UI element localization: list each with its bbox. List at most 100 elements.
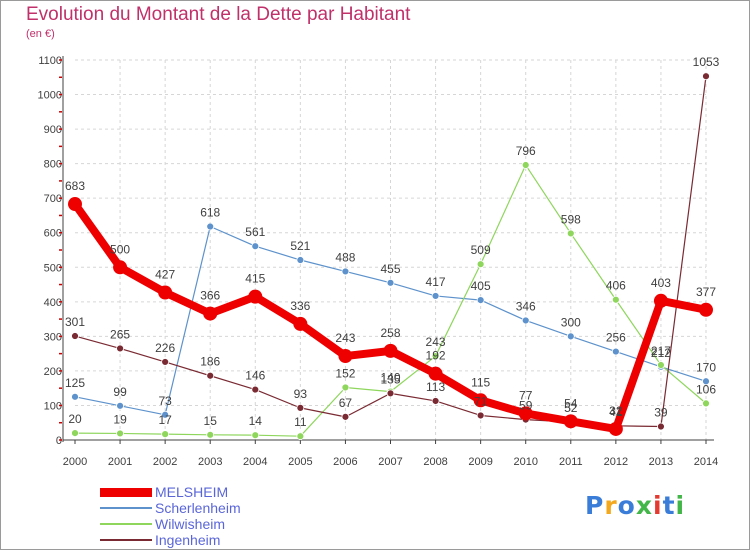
data-point-scherlenheim <box>566 332 575 341</box>
data-label-wilwisheim: 11 <box>294 415 307 429</box>
chart-title: Evolution du Montant de la Dette par Hab… <box>26 4 411 25</box>
data-point-melsheim <box>518 406 533 421</box>
x-tick-label: 2004 <box>243 456 267 468</box>
data-label-melsheim: 54 <box>564 396 578 410</box>
data-label-wilwisheim: 17 <box>158 413 172 427</box>
data-label-melsheim: 336 <box>290 299 310 313</box>
data-point-scherlenheim <box>251 242 260 251</box>
data-point-wilwisheim <box>611 295 620 304</box>
y-tick-label: 400 <box>44 297 62 309</box>
data-label-ingenheim: 67 <box>339 396 353 410</box>
data-label-wilwisheim: 152 <box>335 366 355 380</box>
data-point-wilwisheim <box>116 429 124 438</box>
data-point-melsheim <box>563 414 578 429</box>
data-label-scherlenheim: 170 <box>696 360 716 374</box>
data-label-ingenheim: 226 <box>155 341 175 355</box>
data-point-wilwisheim <box>206 430 215 439</box>
data-point-melsheim <box>203 306 218 321</box>
data-label-scherlenheim: 346 <box>516 299 536 313</box>
data-point-wilwisheim <box>431 352 440 360</box>
data-point-scherlenheim <box>386 278 395 287</box>
data-label-scherlenheim: 521 <box>290 239 310 253</box>
x-tick-label: 2013 <box>649 456 673 468</box>
data-label-scherlenheim: 125 <box>65 376 85 390</box>
data-point-wilwisheim <box>476 260 485 269</box>
legend-label-ingenheim: Ingenheim <box>155 532 221 548</box>
data-label-wilwisheim: 217 <box>651 344 671 358</box>
legend-item-scherlenheim[interactable]: Scherlenheim <box>100 500 340 516</box>
data-label-wilwisheim: 796 <box>516 144 536 158</box>
data-point-melsheim <box>158 285 173 300</box>
data-point-scherlenheim <box>476 296 485 304</box>
data-label-ingenheim: 1053 <box>693 55 720 69</box>
chart-legend: MELSHEIM Scherlenheim Wilwisheim Ingenhe… <box>100 484 340 548</box>
data-label-scherlenheim: 417 <box>426 275 446 289</box>
data-label-wilwisheim: 243 <box>426 335 446 349</box>
data-point-melsheim <box>383 343 398 358</box>
data-label-ingenheim: 41 <box>609 405 623 419</box>
data-label-ingenheim: 113 <box>426 380 445 394</box>
x-tick-label: 2000 <box>63 456 87 468</box>
x-tick-label: 2006 <box>333 456 357 468</box>
logo-letter: x <box>635 491 653 520</box>
x-tick-label: 2009 <box>468 456 492 468</box>
data-point-ingenheim <box>386 389 395 398</box>
data-point-melsheim <box>653 293 668 308</box>
x-tick-label: 2005 <box>288 456 312 468</box>
data-label-ingenheim: 52 <box>564 401 578 415</box>
y-tick-label: 100 <box>44 400 62 412</box>
data-label-scherlenheim: 488 <box>335 250 355 264</box>
data-point-scherlenheim <box>431 292 440 300</box>
data-label-scherlenheim: 561 <box>245 225 265 239</box>
data-point-melsheim <box>608 421 623 436</box>
data-point-ingenheim <box>702 72 710 81</box>
legend-item-ingenheim[interactable]: Ingenheim <box>100 532 340 548</box>
legend-item-wilwisheim[interactable]: Wilwisheim <box>100 516 340 532</box>
y-tick-label: 300 <box>44 331 62 343</box>
data-label-ingenheim: 93 <box>294 387 308 401</box>
data-point-wilwisheim <box>71 429 79 437</box>
data-label-scherlenheim: 618 <box>200 206 220 220</box>
legend-swatch-melsheim <box>100 488 152 497</box>
data-point-melsheim <box>428 366 443 381</box>
legend-label-melsheim: MELSHEIM <box>155 484 229 500</box>
data-point-wilwisheim <box>566 229 575 238</box>
data-label-melsheim: 500 <box>110 242 130 256</box>
data-point-scherlenheim <box>296 256 305 264</box>
data-point-wilwisheim <box>657 361 665 369</box>
data-label-scherlenheim: 73 <box>158 394 172 408</box>
data-label-ingenheim: 59 <box>519 399 533 413</box>
data-label-ingenheim: 146 <box>245 369 265 383</box>
data-point-melsheim <box>293 316 308 331</box>
data-label-scherlenheim: 405 <box>471 279 491 293</box>
data-point-melsheim <box>248 289 263 304</box>
data-point-ingenheim <box>657 422 665 431</box>
data-label-melsheim: 77 <box>519 388 533 402</box>
data-point-ingenheim <box>206 371 215 380</box>
data-point-scherlenheim <box>611 347 620 356</box>
data-point-wilwisheim <box>296 432 305 441</box>
data-point-melsheim <box>338 349 353 364</box>
logo-letter: P <box>585 491 605 520</box>
x-tick-label: 2011 <box>559 456 583 468</box>
data-point-melsheim <box>473 393 488 408</box>
data-point-wilwisheim <box>341 383 350 392</box>
x-tick-label: 2007 <box>378 456 402 468</box>
data-label-melsheim: 403 <box>651 276 671 290</box>
proxiti-logo: Proxiti <box>585 491 685 520</box>
logo-letter: i <box>675 491 686 520</box>
data-label-ingenheim: 265 <box>110 327 130 341</box>
x-tick-label: 2008 <box>423 456 447 468</box>
legend-swatch-ingenheim <box>100 539 152 541</box>
legend-swatch-scherlenheim <box>100 507 152 509</box>
legend-swatch-wilwisheim <box>100 523 152 525</box>
data-label-melsheim: 427 <box>155 267 175 281</box>
data-label-melsheim: 258 <box>380 326 400 340</box>
data-point-scherlenheim <box>341 267 350 276</box>
data-point-ingenheim <box>341 412 350 421</box>
data-label-wilwisheim: 598 <box>561 212 581 226</box>
legend-item-melsheim[interactable]: MELSHEIM <box>100 484 340 500</box>
y-tick-label: 1000 <box>38 90 62 102</box>
x-tick-label: 2002 <box>153 456 177 468</box>
